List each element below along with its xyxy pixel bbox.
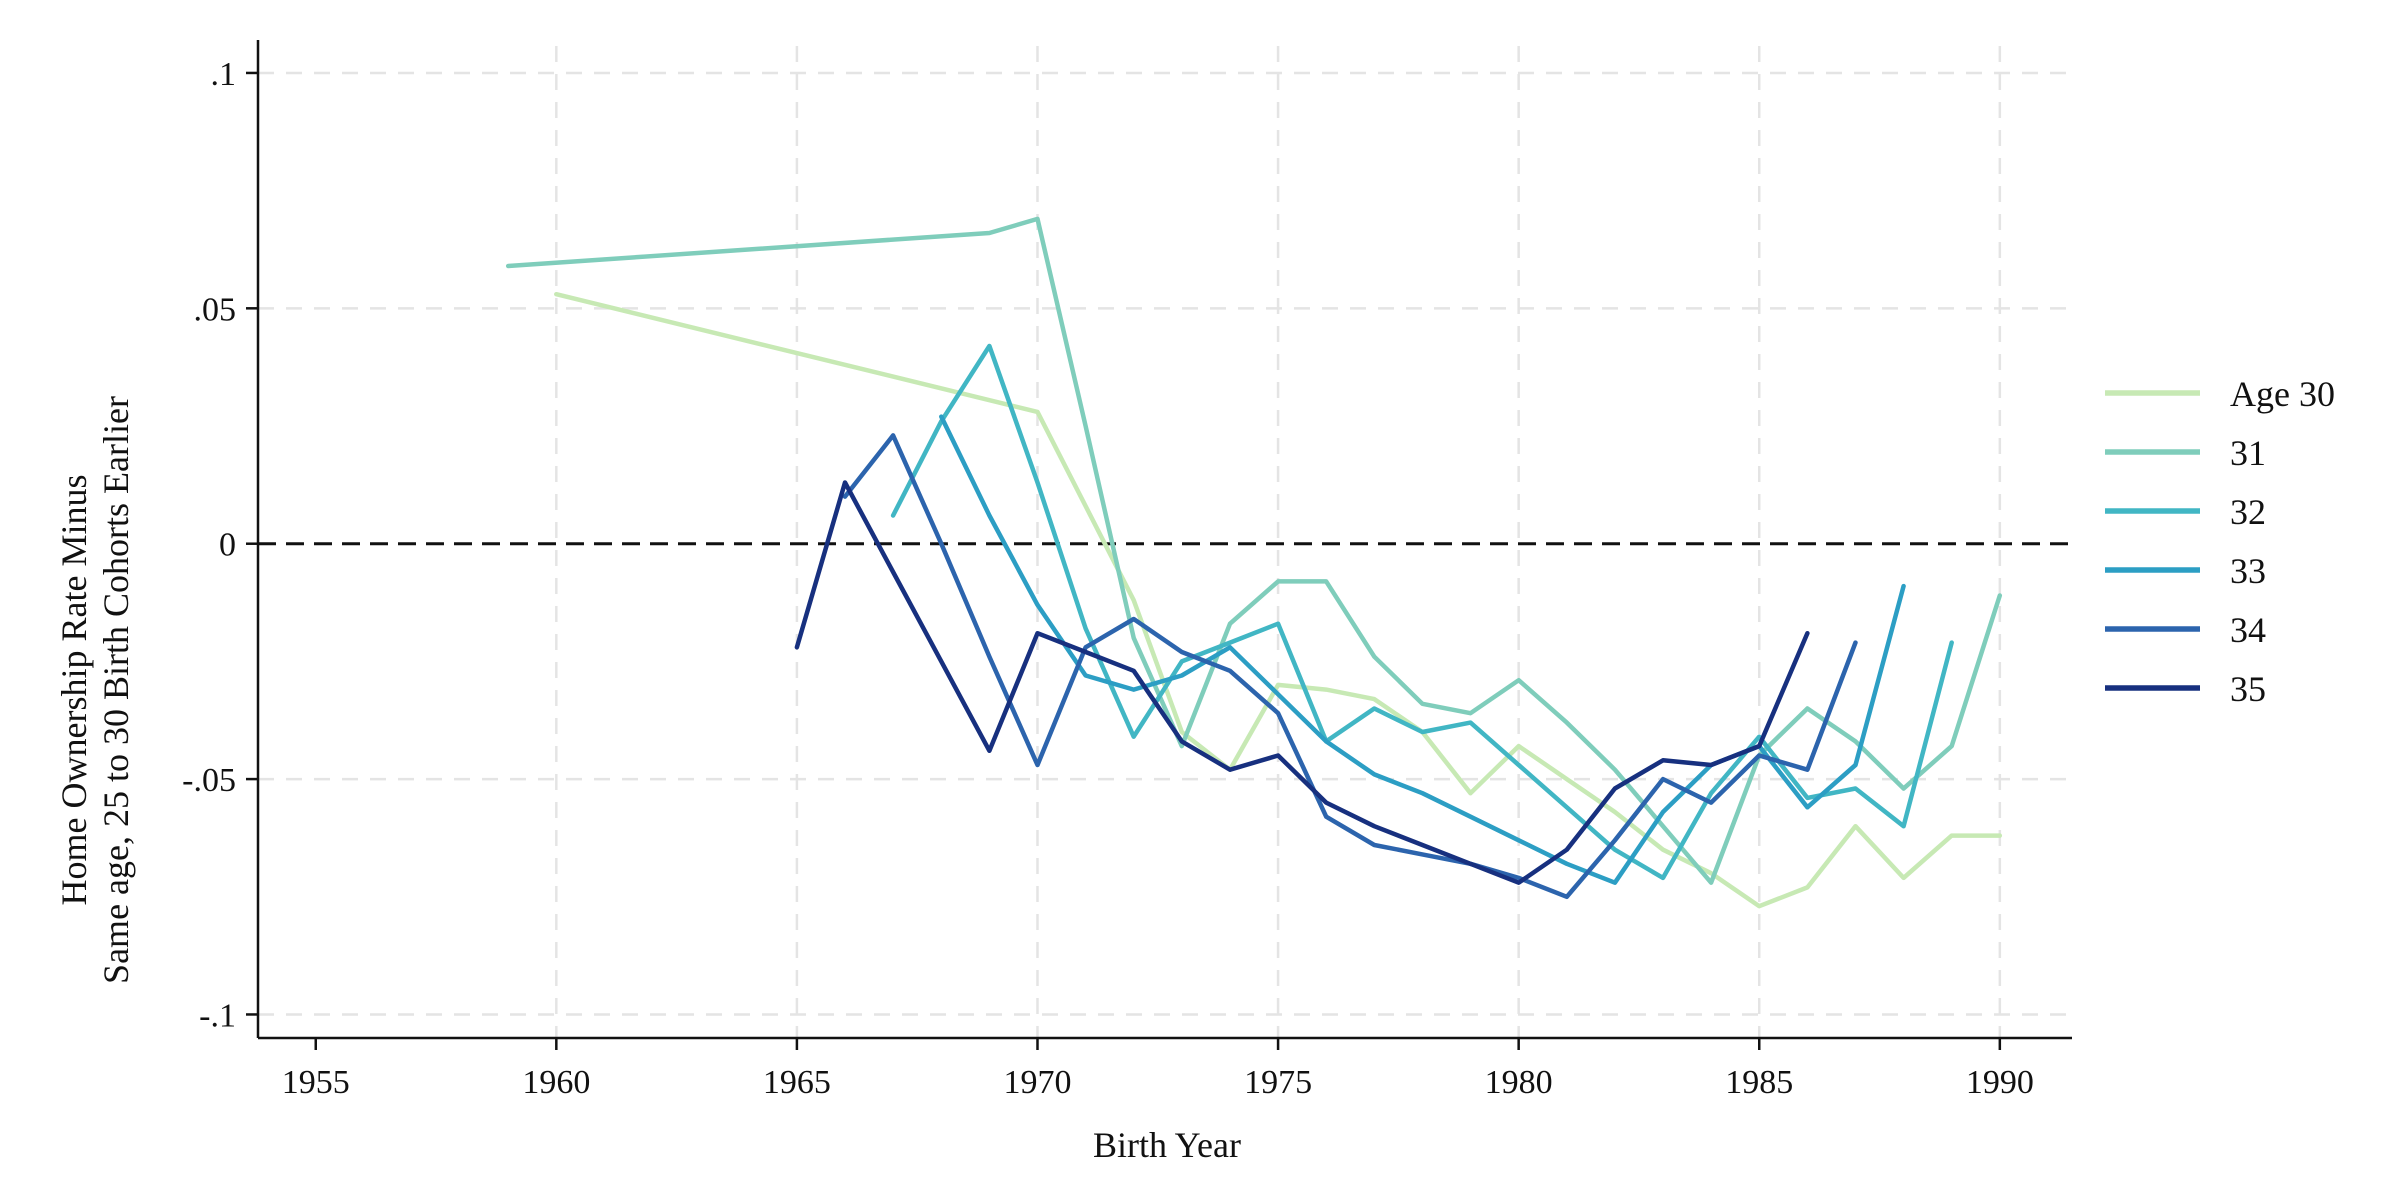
axes	[246, 40, 2072, 1050]
tick-labels: 1955 1960 1965 1970 1975 1980 1985 1990 .1 .05 0 -.…	[182, 56, 2034, 1101]
legend-label-3: 32	[2230, 492, 2266, 532]
legend: Age 30 31 32 33 34 35	[2105, 374, 2335, 709]
series-line-1	[554, 291, 2003, 909]
y-tick-label: 0	[219, 527, 236, 564]
x-tick-label: 1970	[1003, 1064, 1071, 1101]
legend-label-6: 35	[2230, 669, 2266, 709]
legend-label-2: 31	[2230, 433, 2266, 473]
y-tick-label: -.1	[199, 997, 236, 1034]
series-line-3	[890, 343, 1954, 881]
y-tick-label: -.05	[182, 762, 236, 799]
legend-label-4: 33	[2230, 551, 2266, 591]
legend-label-5: 34	[2230, 610, 2266, 650]
x-tick-label: 1975	[1244, 1064, 1312, 1101]
x-tick-label: 1980	[1485, 1064, 1553, 1101]
legend-label-1: Age 30	[2230, 374, 2335, 414]
x-tick-label: 1985	[1725, 1064, 1793, 1101]
y-axis-title-line-1: Home Ownership Rate Minus	[54, 475, 94, 906]
y-axis-title: Home Ownership Rate Minus Same age, 25 t…	[54, 396, 136, 984]
gridlines	[258, 46, 2072, 1038]
series-line-5	[842, 433, 1858, 900]
series-lines	[505, 216, 2003, 909]
x-tick-label: 1955	[282, 1064, 350, 1101]
series-line-6	[794, 480, 1810, 885]
y-tick-label: .1	[211, 56, 237, 93]
x-axis-title: Birth Year	[1093, 1125, 1241, 1165]
x-tick-label: 1965	[763, 1064, 831, 1101]
series-line-2	[505, 216, 2003, 885]
y-tick-label: .05	[194, 291, 237, 328]
x-tick-label: 1990	[1966, 1064, 2034, 1101]
x-tick-label: 1960	[522, 1064, 590, 1101]
y-axis-title-line-2: Same age, 25 to 30 Birth Cohorts Earlier	[96, 396, 136, 984]
